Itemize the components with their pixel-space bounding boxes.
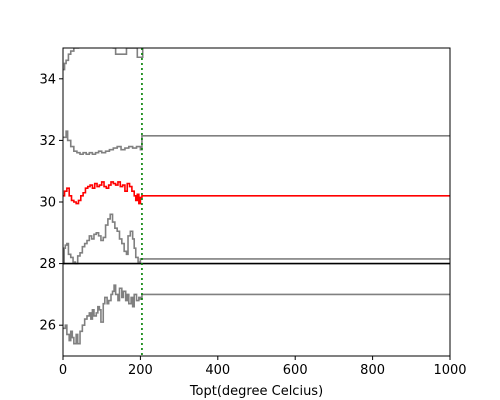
x-tick-label: 200 — [128, 363, 153, 378]
x-axis-ticks: 0 200 400 600 800 1000 — [59, 356, 467, 378]
y-tick-label: 34 — [39, 72, 56, 87]
y-tick-label: 32 — [39, 134, 56, 149]
x-tick-label: 400 — [205, 363, 230, 378]
plot-area — [63, 48, 450, 356]
x-tick-label: 800 — [360, 363, 385, 378]
x-tick-label: 600 — [283, 363, 308, 378]
series-line-3 — [63, 181, 450, 205]
series-layer — [63, 48, 450, 345]
x-axis-label: Topt(degree Celcius) — [189, 384, 323, 399]
y-axis-ticks: 26 28 30 32 34 — [39, 72, 63, 334]
x-tick-label: 0 — [59, 363, 67, 378]
series-line-1 — [63, 48, 144, 71]
y-tick-label: 30 — [39, 196, 56, 211]
series-line-4 — [63, 213, 450, 265]
y-tick-label: 28 — [39, 257, 56, 272]
y-tick-label: 26 — [39, 319, 56, 334]
x-tick-label: 1000 — [433, 363, 466, 378]
series-line-2 — [63, 130, 450, 156]
series-line-6 — [63, 284, 450, 345]
